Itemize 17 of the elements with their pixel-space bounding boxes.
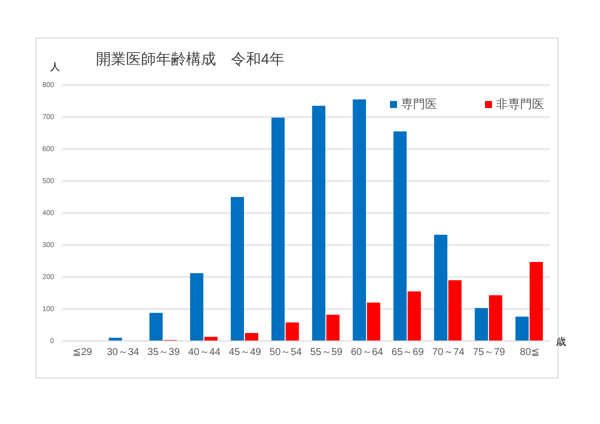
x-tick-label: 55～59 <box>310 347 343 358</box>
y-axis-title: 人 <box>50 62 60 73</box>
x-tick-label: 80≦ <box>520 347 540 358</box>
x-tick-label: 70～74 <box>432 347 465 358</box>
x-tick-label: 50～54 <box>270 347 302 358</box>
x-tick-label: 60～64 <box>350 347 384 358</box>
x-axis-title: 歳 <box>556 336 566 348</box>
x-tick-label: 75～79 <box>472 347 506 358</box>
legend-label: 非専門医 <box>496 97 544 111</box>
x-tick-label: 40～44 <box>188 347 221 358</box>
legend-label: 専門医 <box>401 97 437 111</box>
x-tick-label: 35～39 <box>148 347 180 358</box>
x-tick-label: ≦29 <box>72 347 93 358</box>
x-tick-label: 65～69 <box>392 347 424 358</box>
x-tick-label: 30～34 <box>106 347 140 358</box>
x-tick-label: 45～49 <box>228 347 262 358</box>
chart-title: 開業医師年齢構成 令和4年 <box>96 51 284 68</box>
